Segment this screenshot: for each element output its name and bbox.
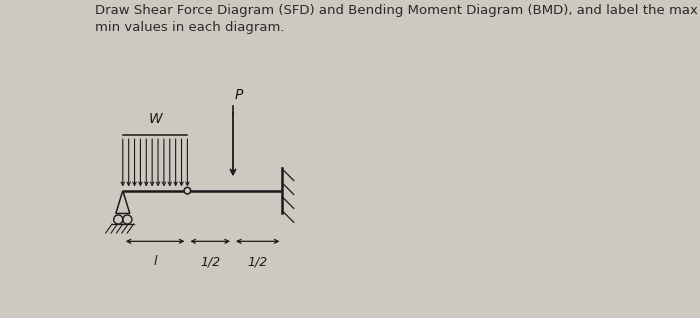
Text: 1/2: 1/2 (200, 255, 220, 268)
Text: l: l (153, 255, 157, 268)
Circle shape (184, 187, 190, 194)
Text: 1/2: 1/2 (248, 255, 268, 268)
Text: P: P (234, 88, 243, 102)
Text: Draw Shear Force Diagram (SFD) and Bending Moment Diagram (BMD), and label the m: Draw Shear Force Diagram (SFD) and Bendi… (95, 4, 700, 34)
Text: W: W (149, 112, 162, 126)
